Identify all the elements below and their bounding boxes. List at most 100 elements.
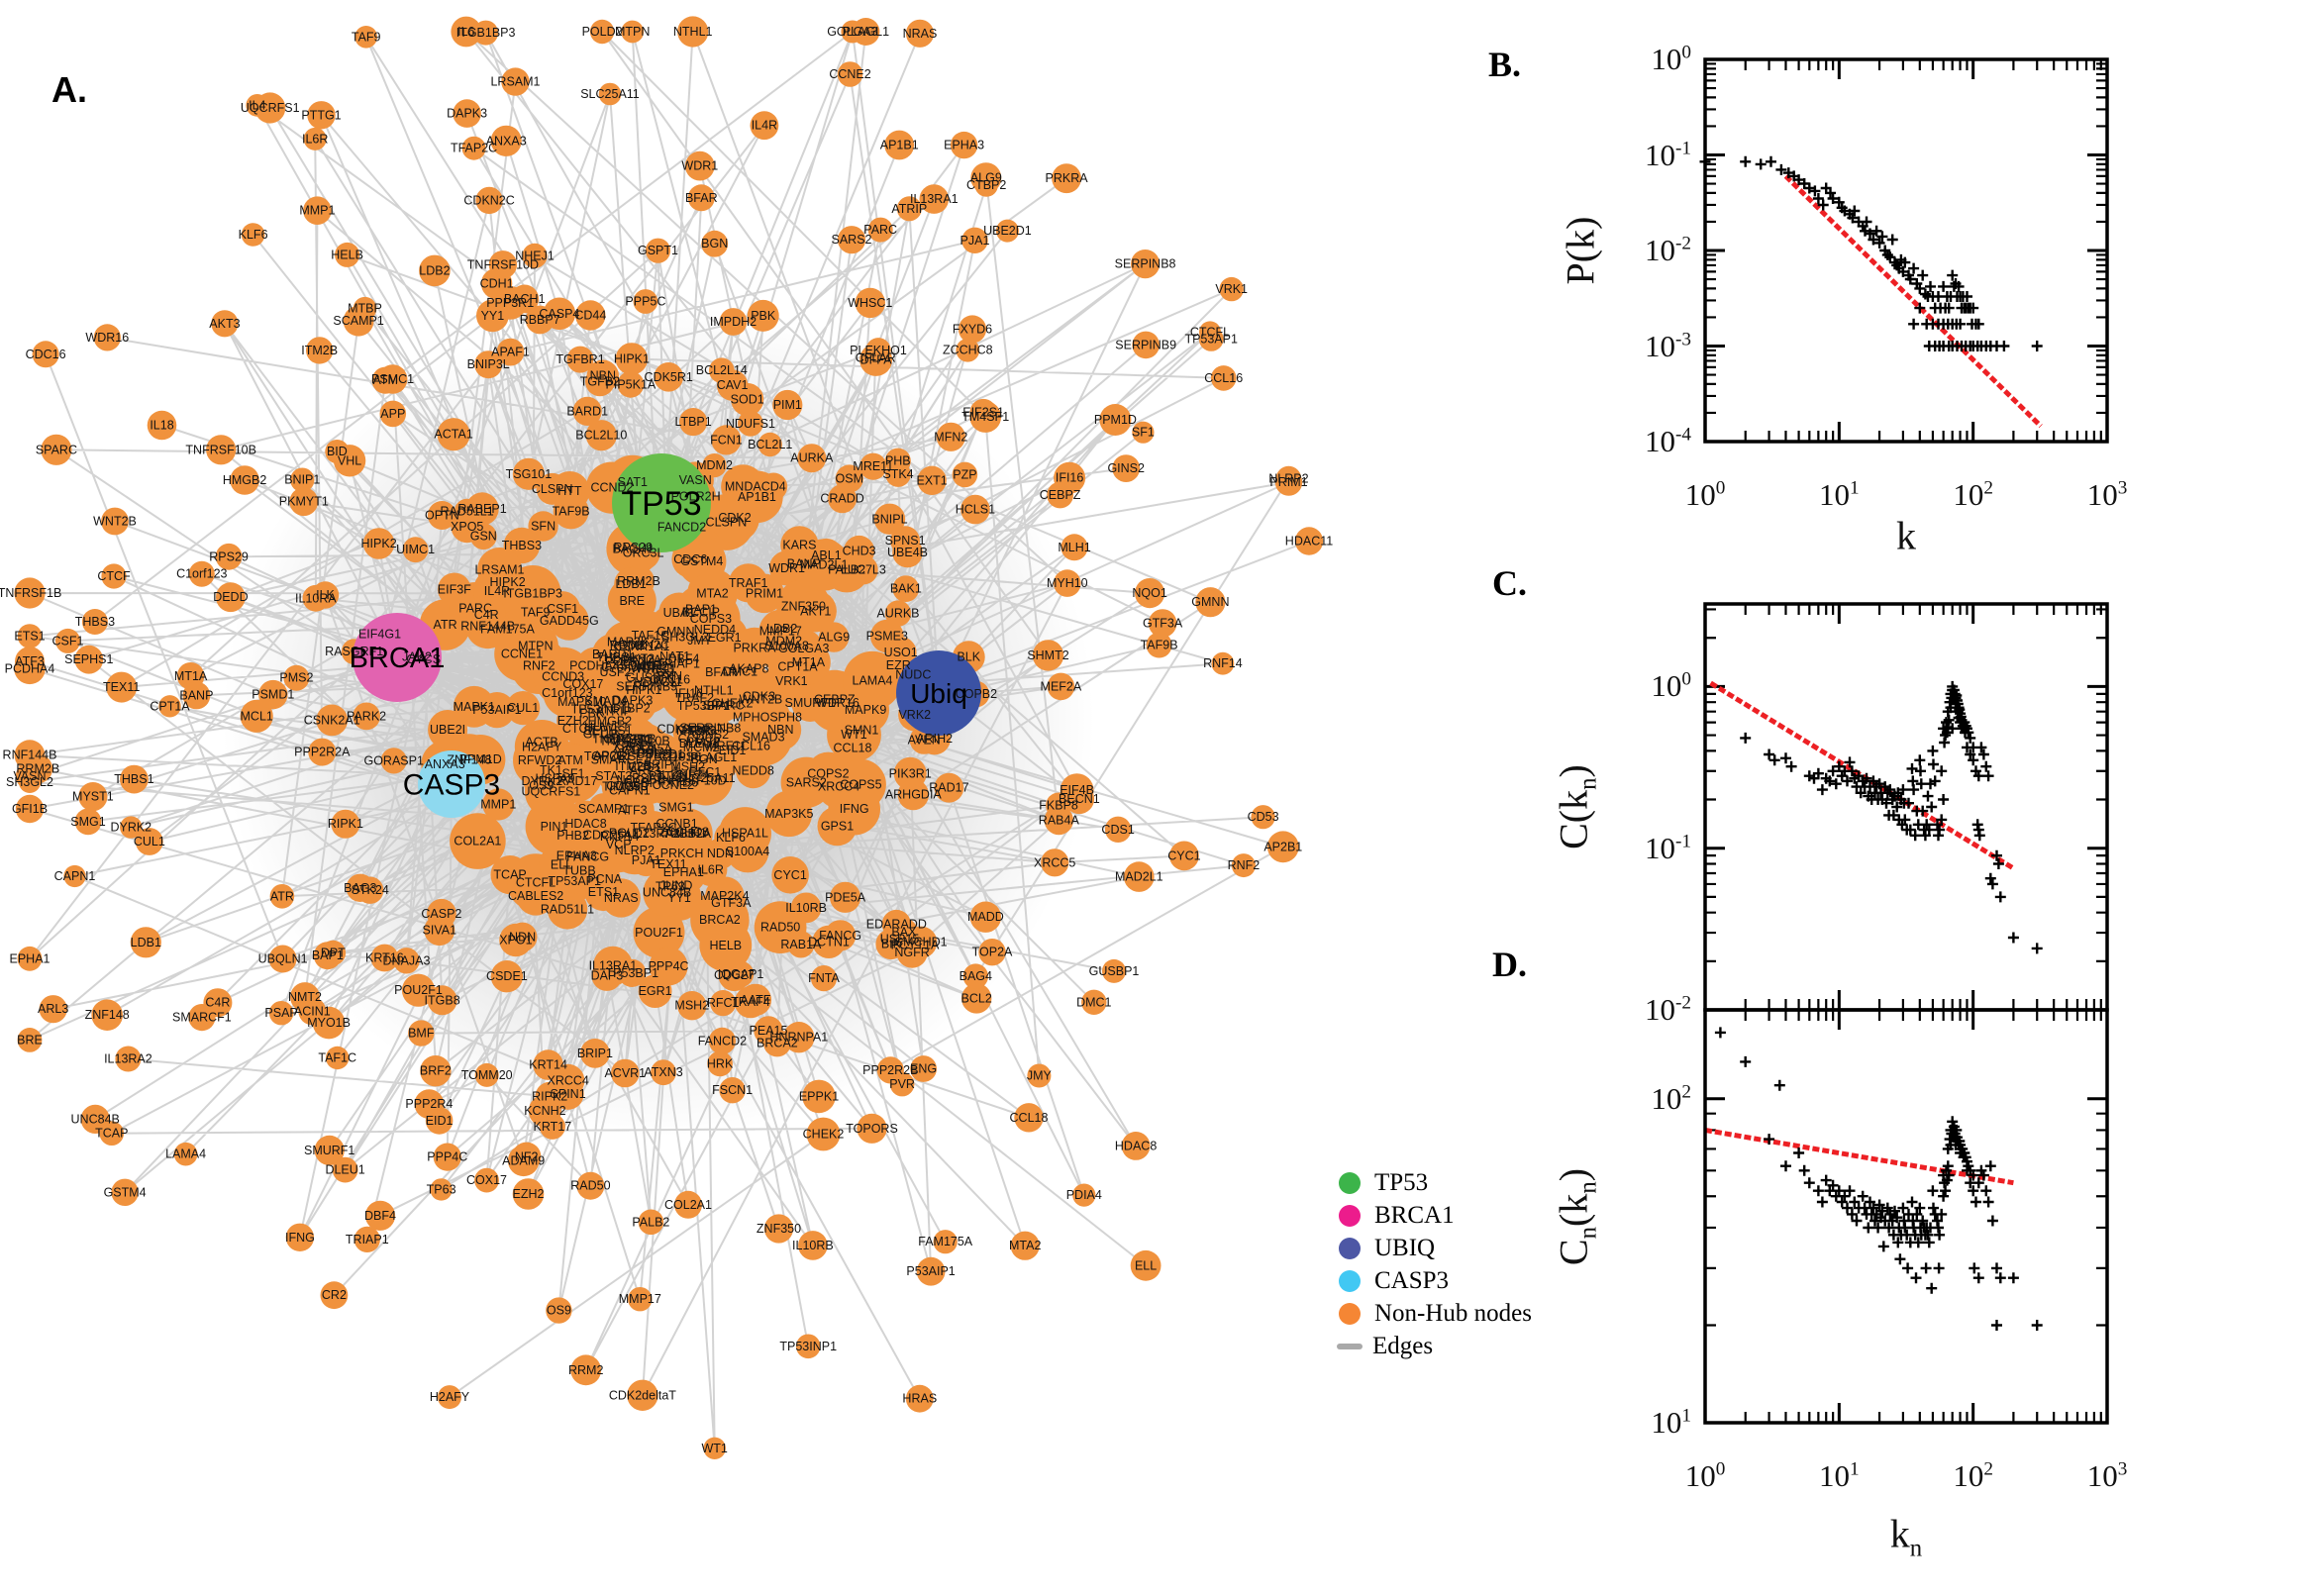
network-node <box>701 230 729 257</box>
network-node-label: SMURF1 <box>784 696 835 710</box>
network-node-label: SF1 <box>1132 426 1155 440</box>
network-node-label: PRKRA <box>1046 171 1089 185</box>
network-node-label: TM4SF1 <box>961 410 1009 424</box>
network-node-label: HIPK2 <box>490 575 526 589</box>
legend-item-label: TP53 <box>1374 1168 1429 1196</box>
network-node-label: ATR <box>434 618 457 632</box>
network-node <box>466 595 506 635</box>
network-node-label: LDB2 <box>419 263 450 277</box>
network-node <box>1102 958 1126 983</box>
network-node-label: AURKA <box>790 451 834 465</box>
network-node <box>694 609 735 649</box>
network-node-label: MAP2K4 <box>700 889 749 903</box>
y-tick-label: 10-1 <box>1645 137 1691 172</box>
network-node-label: ATR <box>270 889 294 903</box>
network-node-label: HCLS1 <box>956 503 995 517</box>
network-node <box>1014 1103 1044 1133</box>
network-node <box>677 16 709 48</box>
network-node-label: THBS3 <box>502 539 542 552</box>
network-node <box>905 926 938 958</box>
network-node-label: SMG1 <box>658 801 693 815</box>
network-node-label: UNC84B <box>71 1112 120 1126</box>
network-node-label: NUDC <box>895 668 931 682</box>
network-node <box>664 741 696 773</box>
network-node-label: HDAC8 <box>1115 1139 1157 1152</box>
network-node-label: GUSBP1 <box>626 671 676 685</box>
network-node-label: MRE11 <box>853 459 893 473</box>
network-node <box>303 196 332 225</box>
network-node-label: SMG1 <box>70 815 105 829</box>
network-node <box>258 679 288 710</box>
network-node-label: IL6 <box>457 25 474 39</box>
network-node-label: MLH1 <box>1058 541 1090 554</box>
network-node <box>638 1209 664 1236</box>
network-node-label: SMURF1 <box>304 1144 354 1157</box>
network-node-label: PRKRA <box>733 642 776 655</box>
network-node-label: RNF2 <box>523 658 556 672</box>
network-node <box>516 876 556 916</box>
network-node <box>865 338 891 363</box>
network-node-label: SMAD3 <box>742 730 784 744</box>
network-node-label: MAPK10 <box>557 695 606 709</box>
network-node-label: BCL2L1 <box>748 438 792 451</box>
network-node-label: SIVA1 <box>423 924 457 938</box>
network-node <box>55 628 80 653</box>
network-node <box>1072 1183 1096 1207</box>
network-node-label: NAT1 <box>659 649 690 663</box>
network-node-label: CAPN1 <box>54 869 96 883</box>
network-node-label: GOLGA3 <box>778 642 829 655</box>
network-node <box>313 942 342 970</box>
network-node-label: RAD17 <box>929 781 968 795</box>
network-node <box>39 995 67 1024</box>
network-node <box>790 892 822 924</box>
network-node <box>916 1256 946 1286</box>
network-node-label: BAK1 <box>890 582 922 596</box>
network-node <box>507 922 538 952</box>
network-node-label: CR2 <box>322 1288 347 1302</box>
network-node-label: SAT1 <box>618 475 648 489</box>
network-node-label: UBA1 <box>663 606 696 620</box>
network-node-label: SHMT2 <box>1027 648 1068 662</box>
network-node <box>80 1104 110 1134</box>
network-node-label: HIPK1 <box>614 351 650 365</box>
network-node <box>817 806 858 847</box>
network-node-label: IL6 <box>649 656 665 670</box>
network-node <box>654 362 683 392</box>
network-node <box>645 238 671 263</box>
network-node <box>546 1297 572 1324</box>
network-node-label: COX17 <box>562 677 603 691</box>
network-node-label: ATRIP <box>596 705 632 719</box>
network-node <box>758 432 782 457</box>
network-node <box>950 131 978 159</box>
network-node <box>958 315 987 344</box>
network-node <box>611 1058 640 1088</box>
legend-color-swatch <box>1339 1171 1361 1194</box>
hub-node-ubiq <box>896 650 981 736</box>
network-node-label: CDK2deltaT <box>657 722 725 736</box>
network-node-label: SMCHD1 <box>895 936 948 949</box>
network-node-label: DBF4 <box>364 1209 396 1223</box>
network-node <box>1251 805 1275 830</box>
network-node-label: MLH1 <box>674 826 707 840</box>
network-node-label: SEPHS1 <box>64 652 113 666</box>
network-node-label: MCM2 <box>683 741 720 754</box>
network-node-label: PRIM1 <box>746 586 783 600</box>
network-node <box>1211 651 1235 675</box>
network-node-label: DNAJA3 <box>383 953 431 967</box>
network-node-label: GSTM4 <box>104 1185 147 1199</box>
network-node-label: MYO1B <box>307 1016 351 1030</box>
network-node-label: THBS3 <box>75 615 115 629</box>
network-node-label: TRAF2 <box>675 691 715 705</box>
network-node <box>427 985 457 1016</box>
network-node-label: NQO1 <box>617 773 652 787</box>
network-node-label: COPS6 <box>659 749 701 763</box>
network-node <box>18 770 42 794</box>
network-node-label: PRKCH <box>660 847 704 860</box>
network-node-label: CTCF <box>562 722 596 736</box>
major-ticks <box>1703 57 2109 444</box>
network-node-label: KCNH2 <box>524 1104 565 1118</box>
network-node-label: TGFBR1 <box>556 352 604 366</box>
network-node-label: BARD1 <box>566 404 608 418</box>
network-node-label: COL2A1 <box>664 1198 712 1212</box>
network-node <box>960 494 990 525</box>
